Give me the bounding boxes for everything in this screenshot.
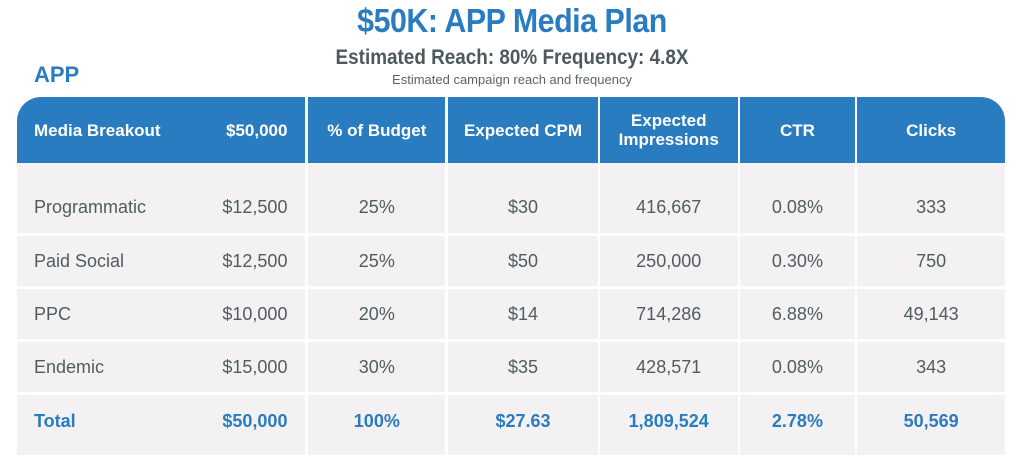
cell-ctr: 6.88% — [739, 289, 856, 339]
table-row: Paid Social $12,500 25% $50 250,000 0.30… — [17, 236, 1005, 286]
header-media-breakout: Media Breakout — [34, 120, 161, 140]
cell-pct: 30% — [308, 342, 446, 392]
total-cpm: $27.63 — [448, 395, 598, 455]
cell-clicks: 333 — [857, 163, 1005, 233]
header-ctr: CTR — [739, 97, 856, 163]
cell-budget: $15,000 — [222, 356, 288, 377]
page-title: $50K: APP Media Plan — [357, 2, 667, 39]
cell-channel-budget: Paid Social $12,500 — [17, 236, 306, 286]
cell-budget: $12,500 — [222, 196, 288, 217]
cell-impressions: 416,667 — [599, 163, 738, 233]
cell-impressions: 714,286 — [599, 289, 738, 339]
table-row: Endemic $15,000 30% $35 428,571 0.08% 34… — [17, 342, 1005, 392]
header-budget-total: $50,000 — [226, 120, 288, 140]
table-total-row: Total $50,000 100% $27.63 1,809,524 2.78… — [17, 395, 1005, 455]
cell-channel: Endemic — [34, 356, 105, 377]
cell-ctr: 0.08% — [739, 342, 856, 392]
media-plan-table: Media Breakout $50,000 % of Budget Expec… — [17, 97, 1005, 455]
total-pct: 100% — [308, 395, 446, 455]
section-label: APP — [34, 62, 80, 87]
header-pct-budget: % of Budget — [308, 97, 446, 163]
cell-pct: 25% — [308, 236, 446, 286]
cell-budget: $10,000 — [222, 303, 288, 324]
cell-ctr: 0.08% — [739, 163, 856, 233]
cell-ctr: 0.30% — [739, 236, 856, 286]
cell-cpm: $30 — [448, 163, 598, 233]
header-expected-cpm: Expected CPM — [448, 97, 598, 163]
cell-clicks: 49,143 — [857, 289, 1005, 339]
reach-frequency-subtitle: Estimated Reach: 80% Frequency: 4.8X — [335, 46, 689, 69]
table-row: Programmatic $12,500 25% $30 416,667 0.0… — [17, 163, 1005, 233]
cell-budget: $12,500 — [222, 250, 288, 271]
total-impressions: 1,809,524 — [599, 395, 738, 455]
table-header-row: Media Breakout $50,000 % of Budget Expec… — [17, 97, 1005, 163]
cell-impressions: 250,000 — [599, 236, 738, 286]
cell-channel-budget: PPC $10,000 — [17, 289, 306, 339]
total-clicks: 50,569 — [857, 395, 1005, 455]
cell-channel: PPC — [34, 303, 72, 324]
table-row: PPC $10,000 20% $14 714,286 6.88% 49,143 — [17, 289, 1005, 339]
cell-clicks: 343 — [857, 342, 1005, 392]
cell-impressions: 428,571 — [599, 342, 738, 392]
cell-clicks: 750 — [857, 236, 1005, 286]
cell-cpm: $35 — [448, 342, 598, 392]
cell-channel: Programmatic — [34, 196, 147, 217]
cell-channel: Paid Social — [34, 250, 125, 271]
total-label: Total — [34, 410, 76, 431]
total-budget: $50,000 — [222, 410, 288, 431]
cell-pct: 20% — [308, 289, 446, 339]
header-expected-impressions: Expected Impressions — [599, 97, 738, 163]
header-cell-media-budget: Media Breakout $50,000 — [17, 97, 306, 163]
cell-channel-budget: Programmatic $12,500 — [17, 163, 306, 233]
total-channel-budget: Total $50,000 — [17, 395, 306, 455]
cell-pct: 25% — [308, 163, 446, 233]
caption: Estimated campaign reach and frequency — [392, 72, 632, 87]
cell-channel-budget: Endemic $15,000 — [17, 342, 306, 392]
cell-cpm: $50 — [448, 236, 598, 286]
header-clicks: Clicks — [857, 97, 1005, 163]
cell-cpm: $14 — [448, 289, 598, 339]
total-ctr: 2.78% — [739, 395, 856, 455]
